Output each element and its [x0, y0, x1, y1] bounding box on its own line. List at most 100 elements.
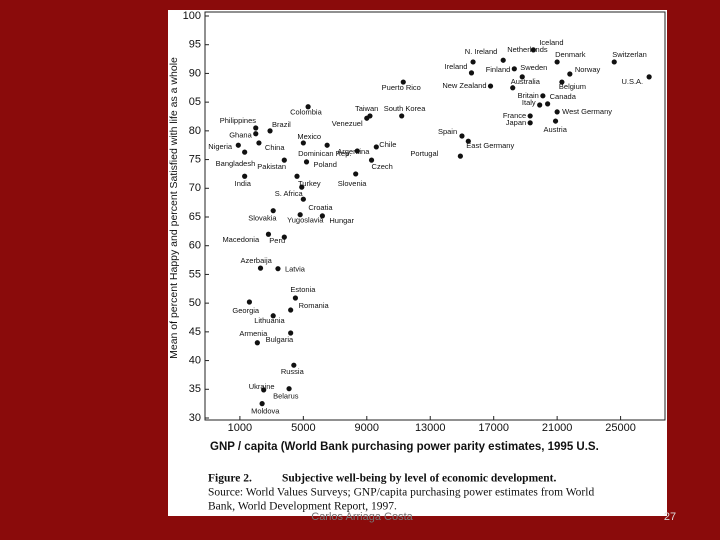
data-point: [530, 47, 536, 53]
data-point: [254, 340, 260, 346]
data-point: [270, 208, 276, 214]
x-tick-label: 5000: [291, 422, 315, 434]
data-point: [242, 173, 248, 179]
data-point: [552, 118, 559, 124]
figure-background: [168, 10, 667, 516]
point-label: India: [235, 179, 252, 188]
data-point: [300, 196, 306, 202]
data-point: [465, 138, 471, 144]
y-tick-label: 65: [189, 211, 201, 223]
data-point: [256, 140, 262, 146]
data-point: [242, 149, 248, 155]
y-tick-label: 70: [189, 182, 201, 194]
x-tick-label: 9000: [355, 422, 379, 434]
point-label: Croatia: [308, 203, 333, 212]
data-point: [537, 102, 543, 108]
data-point: [487, 83, 494, 89]
y-tick-label: 80: [189, 125, 201, 137]
point-label: South Korea: [384, 104, 427, 113]
point-label: Philippines: [220, 116, 257, 125]
point-label: New Zealand: [442, 81, 486, 90]
data-point: [527, 120, 533, 126]
y-tick-label: 95: [189, 39, 201, 51]
data-point: [527, 113, 533, 119]
y-tick-label: 60: [189, 240, 201, 252]
data-point: [646, 74, 652, 80]
data-point: [281, 157, 287, 163]
point-label: Nigeria: [208, 142, 233, 151]
y-tick-label: 50: [189, 297, 201, 309]
page-number: 27: [664, 511, 676, 523]
point-label: Hungar: [329, 216, 354, 225]
data-point: [253, 131, 259, 137]
data-point: [265, 231, 272, 237]
point-label: Iceland: [539, 38, 563, 47]
data-point: [319, 213, 325, 219]
figure-label: Figure 2.: [208, 473, 252, 485]
point-label: Chile: [379, 140, 396, 149]
point-label: Japan: [506, 118, 526, 127]
x-tick-label: 17000: [478, 422, 509, 434]
data-point: [567, 71, 573, 77]
data-point: [324, 142, 330, 148]
data-point: [294, 173, 300, 179]
point-label: West Germany: [562, 107, 612, 116]
point-label: Slovenia: [338, 179, 368, 188]
point-label: Czech: [372, 162, 393, 171]
point-label: Belarus: [273, 392, 299, 401]
y-tick-label: 55: [189, 268, 201, 280]
point-label: Yugoslavia: [287, 216, 324, 225]
point-label: Pakistan: [257, 162, 286, 171]
point-label: Azerbaija: [241, 256, 273, 265]
data-point: [291, 362, 297, 368]
data-point: [288, 307, 294, 313]
point-label: Georgia: [232, 306, 260, 315]
point-label: Australia: [511, 77, 541, 86]
x-tick-label: 1000: [228, 422, 252, 434]
point-label: Austria: [544, 125, 568, 134]
point-label: Poland: [314, 160, 337, 169]
plot-frame: [204, 11, 666, 421]
data-point: [611, 59, 617, 65]
data-point: [299, 184, 305, 190]
point-label: Bulgaria: [266, 335, 294, 344]
point-label: U.S.A.: [621, 77, 643, 86]
data-point: [261, 387, 267, 393]
y-tick-label: 90: [189, 67, 201, 79]
data-point: [470, 59, 476, 65]
point-label: Armenia: [239, 329, 268, 338]
point-label: N. Ireland: [465, 47, 498, 56]
data-point: [373, 144, 379, 150]
data-point: [559, 79, 565, 85]
point-label: Canada: [550, 92, 577, 101]
point-label: Venezuel: [332, 119, 363, 128]
data-point: [353, 171, 359, 177]
data-point: [235, 142, 241, 148]
data-point: [354, 148, 360, 154]
point-label: Latvia: [285, 265, 306, 274]
data-point: [257, 265, 264, 271]
y-tick-label: 100: [183, 10, 201, 22]
point-label: Britain: [518, 91, 539, 100]
data-point: [286, 386, 292, 392]
point-label: Spain: [438, 127, 457, 136]
data-point: [500, 57, 506, 63]
y-tick-label: 40: [189, 354, 201, 366]
data-point: [281, 234, 287, 240]
point-label: Finland: [486, 65, 511, 74]
x-tick-label: 13000: [415, 422, 446, 434]
point-label: Estonia: [290, 285, 316, 294]
point-label: Ghana: [229, 131, 252, 140]
data-point: [305, 104, 311, 110]
data-point: [297, 212, 303, 218]
point-label: China: [265, 143, 285, 152]
point-label: Taiwan: [355, 104, 378, 113]
point-label: Romania: [299, 301, 330, 310]
y-tick-label: 30: [189, 412, 201, 424]
data-point: [288, 330, 294, 336]
y-axis-label: Mean of percent Happy and percent Satisf…: [168, 57, 180, 359]
point-label: Puerto Rico: [382, 83, 421, 92]
y-tick-label: 45: [189, 326, 201, 338]
point-label: Macedonia: [222, 235, 260, 244]
